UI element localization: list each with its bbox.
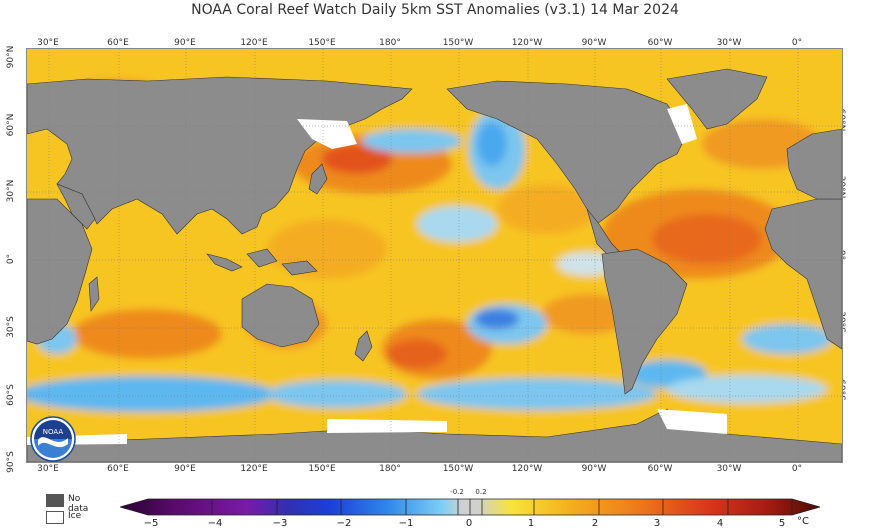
- lon-tick-bottom: 30°W: [716, 464, 742, 474]
- north-america: [446, 80, 688, 225]
- ice-label: Ice: [68, 511, 82, 521]
- lon-tick-top: 120°E: [240, 38, 268, 48]
- lon-tick-bottom: 150°E: [308, 464, 336, 474]
- lon-tick-bottom: 150°W: [442, 464, 474, 474]
- lon-tick-top: 120°W: [511, 38, 543, 48]
- lat-tick-left: 90°S: [6, 451, 16, 473]
- colorbar-unit: °C: [797, 516, 809, 527]
- sea-ice: [27, 104, 727, 445]
- lon-tick-top: 90°W: [581, 38, 607, 48]
- logo-text: NOAA: [43, 428, 64, 436]
- europe: [786, 128, 842, 200]
- lon-tick-bottom: 60°W: [647, 464, 673, 474]
- no-data-label: No data: [68, 494, 89, 514]
- lon-tick-top: 60°W: [647, 38, 673, 48]
- lon-tick-bottom: 0°: [791, 464, 803, 474]
- lat-tick-left: 30°S: [6, 316, 16, 338]
- sst-anomaly-map: [26, 48, 843, 463]
- japan: [308, 163, 328, 195]
- lon-tick-bottom: 120°E: [240, 464, 268, 474]
- colorbar-tick-label: 2: [591, 518, 599, 529]
- antarctica: [27, 408, 842, 462]
- new-zealand: [354, 330, 373, 362]
- lon-tick-bottom: 120°W: [511, 464, 543, 474]
- lat-tick-left: 30°N: [6, 179, 16, 203]
- greenland: [666, 68, 768, 130]
- lon-tick-bottom: 90°W: [581, 464, 607, 474]
- graticule: [27, 49, 842, 462]
- lon-tick-top: 150°W: [442, 38, 474, 48]
- colorbar-tick-label: −2: [336, 518, 352, 529]
- indonesia: [206, 253, 243, 272]
- land: [27, 68, 842, 462]
- colorbar-tick-label: 1: [527, 518, 535, 529]
- map-canvas: [27, 49, 842, 462]
- africa: [27, 198, 93, 345]
- colorbar-tick-label: 5: [778, 518, 786, 529]
- lat-tick-left: 90°N: [6, 45, 16, 69]
- colorbar-tick-label: 0: [465, 518, 473, 529]
- lat-tick-left: 60°S: [6, 384, 16, 406]
- lat-tick-left: 0°: [6, 253, 16, 265]
- lon-tick-top: 30°E: [37, 38, 59, 48]
- colorbar-tick-label: −4: [207, 518, 223, 529]
- colorbar-tick-label: 4: [716, 518, 724, 529]
- colorbar-tick-label: −5: [143, 518, 159, 529]
- colorbar-small-tick: -0.2: [450, 488, 464, 496]
- lat-tick-left: 60°N: [6, 113, 16, 137]
- lon-tick-top: 180°: [379, 38, 401, 48]
- lon-tick-bottom: 180°: [379, 464, 401, 474]
- lon-tick-top: 0°: [791, 38, 803, 48]
- colorbar-tick-label: −1: [398, 518, 414, 529]
- ice-swatch: [46, 511, 64, 524]
- south-america: [601, 248, 688, 395]
- colorbar-small-tick: 0.2: [475, 488, 487, 496]
- lon-tick-bottom: 90°E: [174, 464, 196, 474]
- australia: [241, 283, 320, 348]
- map-title: NOAA Coral Reef Watch Daily 5km SST Anom…: [191, 2, 679, 18]
- lon-tick-top: 60°E: [107, 38, 129, 48]
- lon-tick-bottom: 60°E: [107, 464, 129, 474]
- lon-tick-top: 90°E: [174, 38, 196, 48]
- arabia: [56, 183, 96, 230]
- colorbar-tick-label: −3: [272, 518, 288, 529]
- colorbar: [120, 498, 820, 516]
- lon-tick-top: 30°W: [716, 38, 742, 48]
- lon-tick-bottom: 30°E: [37, 464, 59, 474]
- lon-tick-top: 150°E: [308, 38, 336, 48]
- no-data-swatch: [46, 494, 64, 507]
- colorbar-tick-label: 3: [653, 518, 661, 529]
- madagascar: [88, 276, 100, 312]
- noaa-logo-icon: NOAA: [30, 416, 76, 462]
